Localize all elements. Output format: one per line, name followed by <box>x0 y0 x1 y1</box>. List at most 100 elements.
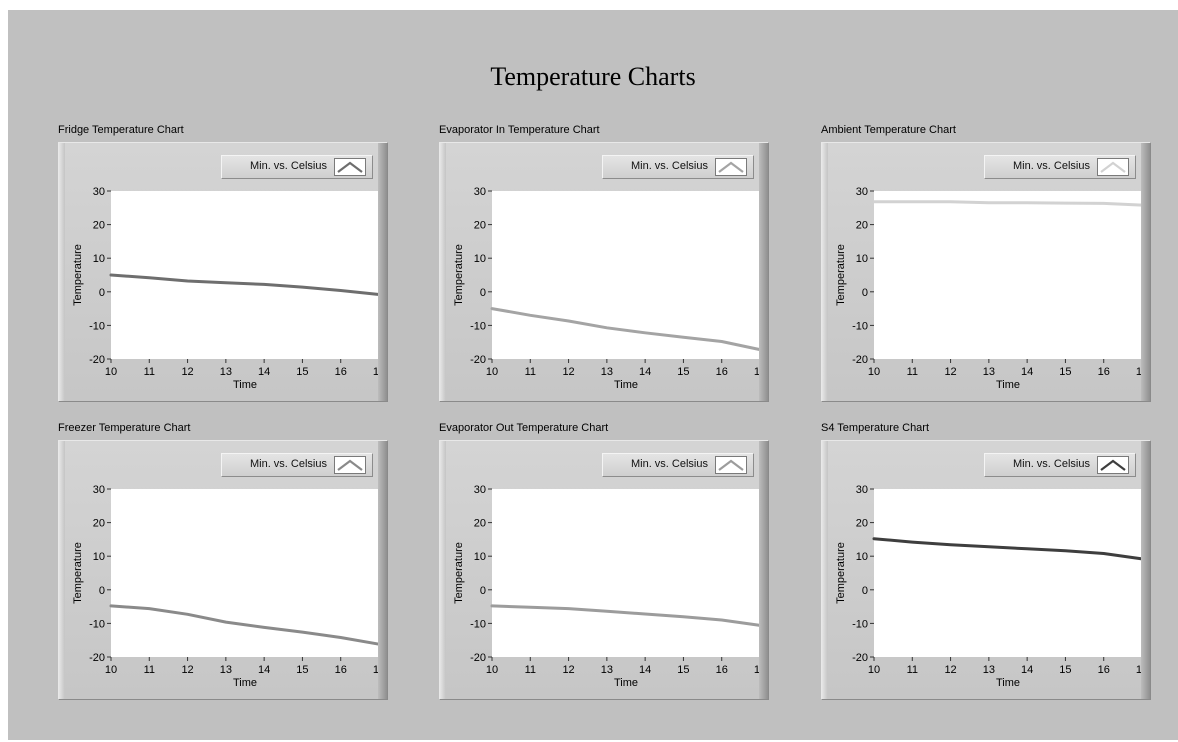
x-tick-label: 17 <box>1136 366 1148 378</box>
series-line <box>872 200 1144 207</box>
x-tick-label: 10 <box>868 366 880 378</box>
x-tick-label: 11 <box>144 366 155 378</box>
x-tick-label: 15 <box>1059 366 1071 378</box>
x-tick-label: 16 <box>335 664 347 676</box>
x-tick-label: 11 <box>144 664 155 676</box>
plot-legend[interactable]: Min. vs. Celsius <box>984 155 1136 179</box>
plot-background <box>874 191 1142 359</box>
x-tick-label: 14 <box>258 366 270 378</box>
legend-line-icon <box>1097 158 1129 176</box>
x-tick-label: 14 <box>639 366 651 378</box>
x-tick-label: 14 <box>1021 664 1033 676</box>
x-tick-label: 16 <box>335 366 347 378</box>
chart-title: Freezer Temperature Chart <box>58 422 191 434</box>
series-line <box>490 307 762 352</box>
waveform-chart[interactable]: Min. vs. Celsius 30 20 10 0 -10 -20 10 11 12 13 14 1… <box>439 440 769 700</box>
plot-legend[interactable]: Min. vs. Celsius <box>221 453 373 477</box>
y-axis-title: Temperature <box>72 244 84 306</box>
waveform-chart[interactable]: Min. vs. Celsius 30 20 10 0 -10 -20 10 11 12 13 14 1… <box>821 440 1151 700</box>
x-tick-label: 13 <box>601 664 613 676</box>
y-tick-label: 10 <box>93 551 105 563</box>
y-tick-label: 20 <box>93 518 105 530</box>
x-tick-label: 14 <box>1021 366 1033 378</box>
x-tick-label: 15 <box>296 366 308 378</box>
y-tick-label: 20 <box>474 220 486 232</box>
waveform-chart[interactable]: Min. vs. Celsius 30 20 10 0 -10 -20 10 11 12 13 14 1… <box>58 440 388 700</box>
y-tick-label: 20 <box>856 518 868 530</box>
waveform-chart[interactable]: Min. vs. Celsius 30 20 10 0 -10 -20 10 11 12 13 14 1… <box>821 142 1151 402</box>
y-tick-label: 30 <box>856 186 868 198</box>
legend-label: Min. vs. Celsius <box>630 160 708 172</box>
x-tick-label: 17 <box>373 664 385 676</box>
x-tick-label: 17 <box>754 664 766 676</box>
x-tick-label: 14 <box>258 664 270 676</box>
plot-legend[interactable]: Min. vs. Celsius <box>984 453 1136 477</box>
series-line <box>872 537 1144 561</box>
x-axis-title: Time <box>614 677 638 689</box>
x-tick-label: 15 <box>296 664 308 676</box>
legend-label: Min. vs. Celsius <box>249 458 327 470</box>
waveform-chart[interactable]: Min. vs. Celsius 30 20 10 0 -10 -20 10 11 12 13 14 1… <box>439 142 769 402</box>
y-tick-label: 0 <box>99 287 105 299</box>
legend-line-icon <box>715 456 747 474</box>
y-tick-label: -10 <box>852 618 868 630</box>
x-tick-label: 13 <box>220 366 232 378</box>
y-tick-label: -20 <box>852 652 868 664</box>
x-tick-label: 16 <box>1098 366 1110 378</box>
x-tick-label: 13 <box>983 366 995 378</box>
x-axis-title: Time <box>996 379 1020 391</box>
x-tick-label: 11 <box>525 366 536 378</box>
plot-background <box>111 489 379 657</box>
x-tick-label: 12 <box>944 366 956 378</box>
y-tick-label: 10 <box>474 551 486 563</box>
y-tick-label: 0 <box>99 585 105 597</box>
x-tick-label: 15 <box>1059 664 1071 676</box>
x-tick-label: 13 <box>601 366 613 378</box>
y-tick-label: 0 <box>480 287 486 299</box>
plot-legend[interactable]: Min. vs. Celsius <box>221 155 373 179</box>
y-tick-label: 10 <box>474 253 486 265</box>
y-axis-title: Temperature <box>453 542 465 604</box>
y-tick-label: 10 <box>856 253 868 265</box>
y-tick-label: 0 <box>480 585 486 597</box>
legend-label: Min. vs. Celsius <box>1012 458 1090 470</box>
y-tick-label: -10 <box>470 618 486 630</box>
y-tick-label: 0 <box>862 585 868 597</box>
y-tick-label: 10 <box>93 253 105 265</box>
plot-background <box>492 489 760 657</box>
x-tick-label: 12 <box>562 366 574 378</box>
series-line <box>109 273 381 296</box>
front-panel: Temperature Charts Fridge Temperature Ch… <box>8 10 1178 740</box>
y-tick-label: 20 <box>93 220 105 232</box>
y-tick-label: -20 <box>89 354 105 366</box>
waveform-chart[interactable]: Min. vs. Celsius 30 20 10 0 -10 -20 10 11 12 13 14 1… <box>58 142 388 402</box>
y-tick-label: 10 <box>856 551 868 563</box>
y-tick-label: 20 <box>474 518 486 530</box>
legend-line-icon <box>334 158 366 176</box>
plot-background <box>492 191 760 359</box>
y-tick-label: 30 <box>474 186 486 198</box>
plot-background <box>874 489 1142 657</box>
x-tick-label: 12 <box>181 664 193 676</box>
chart-title: Evaporator In Temperature Chart <box>439 124 600 136</box>
chart-title: Fridge Temperature Chart <box>58 124 184 136</box>
x-tick-label: 12 <box>562 664 574 676</box>
x-tick-label: 10 <box>486 366 498 378</box>
x-tick-label: 17 <box>754 366 766 378</box>
x-axis-title: Time <box>233 677 257 689</box>
plot-background <box>111 191 379 359</box>
y-tick-label: -10 <box>470 320 486 332</box>
series-line <box>109 604 381 646</box>
plot-legend[interactable]: Min. vs. Celsius <box>602 453 754 477</box>
legend-line-icon <box>1097 456 1129 474</box>
x-tick-label: 16 <box>716 366 728 378</box>
x-axis-title: Time <box>233 379 257 391</box>
x-tick-label: 16 <box>1098 664 1110 676</box>
x-tick-label: 12 <box>181 366 193 378</box>
plot-legend[interactable]: Min. vs. Celsius <box>602 155 754 179</box>
